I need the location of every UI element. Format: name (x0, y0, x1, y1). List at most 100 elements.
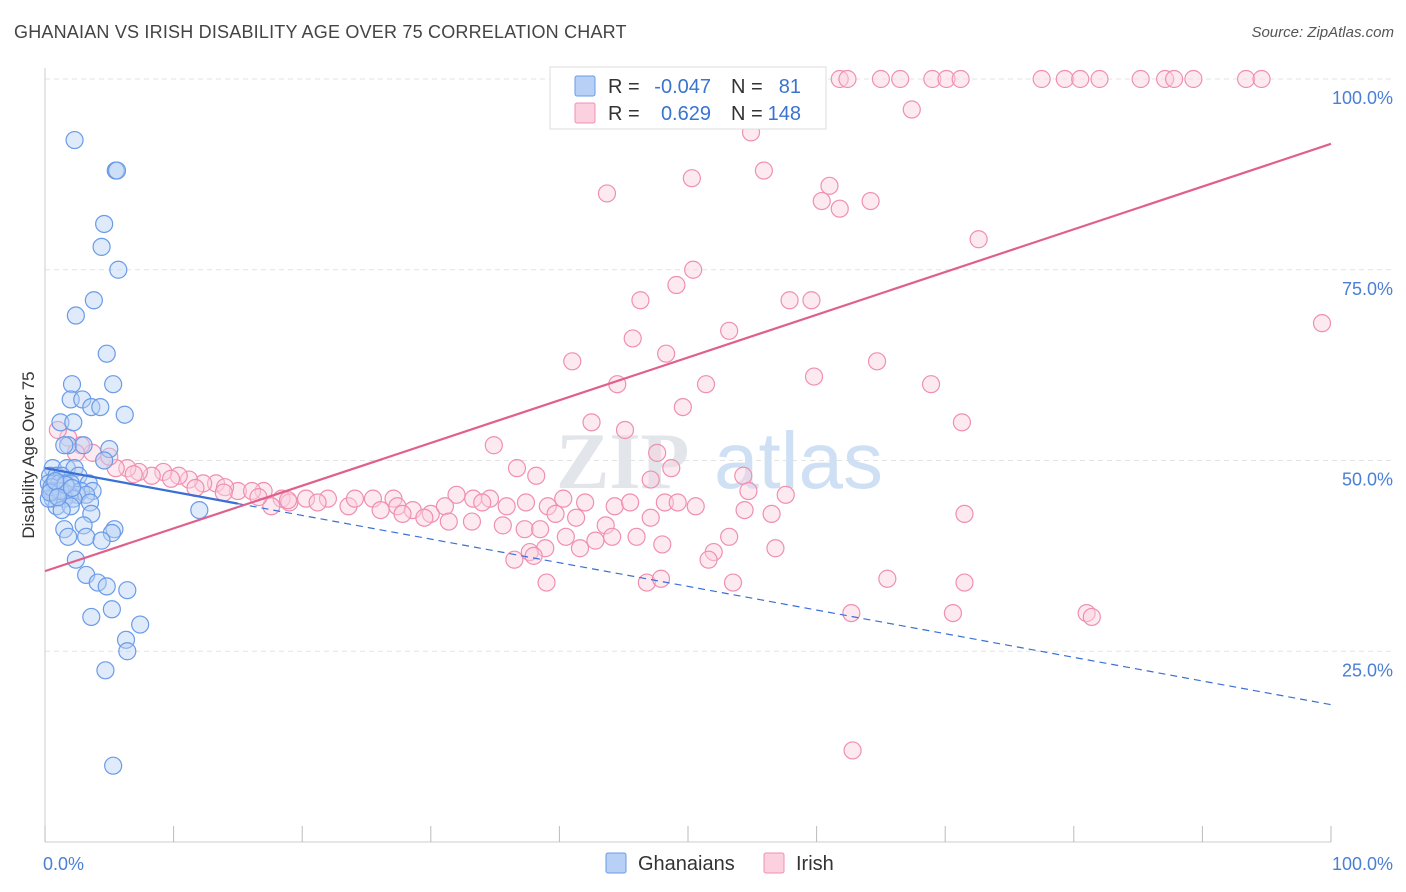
irish-point-144 (943, 603, 963, 623)
irish-point-14 (1184, 69, 1203, 89)
ghanaians-point-10 (62, 375, 82, 394)
ghanaians-point-67 (82, 607, 101, 627)
irish-point-48 (527, 466, 546, 485)
irish-point-13 (1165, 69, 1184, 89)
irish-point-95 (627, 527, 646, 546)
irish-point-35 (867, 352, 887, 371)
irish-point-90 (515, 520, 534, 539)
irish-point-8 (1055, 69, 1074, 89)
irish-point-4 (923, 69, 942, 89)
watermark-atlas: atlas (714, 416, 883, 505)
legend-n-value-ghanaians: 81 (779, 76, 801, 98)
irish-point-72 (473, 493, 492, 512)
ghanaians-point-5 (109, 260, 128, 279)
legend-swatch-irish (574, 102, 596, 124)
trend-lines (44, 142, 1332, 706)
ghanaians-point-78 (62, 478, 82, 498)
axes (44, 68, 1332, 843)
ghanaians-point-50 (61, 497, 80, 516)
irish-point-47 (507, 459, 527, 478)
irish-point-32 (720, 321, 739, 340)
series-legend: Ghanaians Irish (605, 852, 834, 875)
bottom-legend-swatch-ghanaians (605, 852, 627, 874)
legend-swatch-ghanaians (574, 75, 596, 97)
irish-point-25 (830, 199, 849, 218)
irish-point-146 (842, 603, 861, 623)
irish-point-15 (1237, 69, 1256, 89)
ghanaians-point-79 (46, 472, 65, 491)
irish-point-129 (278, 491, 298, 510)
ghanaians-point-68 (131, 615, 150, 634)
ghanaians-point-58 (77, 527, 96, 546)
irish-point-93 (586, 531, 605, 550)
chart-title: GHANAIAN VS IRISH DISABILITY AGE OVER 75… (14, 22, 627, 42)
irish-point-85 (393, 504, 412, 524)
y-tick-label-1: 50.0% (1342, 470, 1393, 490)
grid-lines (45, 78, 1392, 652)
irish-point-103 (308, 493, 327, 512)
irish-point-7 (1032, 69, 1051, 89)
legend-r-value-irish: 0.629 (661, 103, 711, 125)
ghanaians-point-18 (59, 436, 78, 455)
irish-point-87 (439, 512, 458, 531)
irish-point-40 (696, 375, 716, 394)
irish-point-23 (812, 191, 831, 211)
irish-point-21 (820, 176, 839, 195)
ghanaians-point-6 (84, 291, 103, 310)
ghanaians-point-64 (97, 577, 116, 596)
ghanaians-point-19 (55, 436, 74, 455)
legend-n-value-irish: 148 (768, 103, 801, 125)
bottom-legend-swatch-irish (763, 852, 785, 874)
irish-point-107 (206, 474, 226, 493)
irish-point-53 (776, 485, 795, 504)
irish-point-43 (582, 413, 601, 432)
irish-point-11 (1131, 69, 1150, 89)
irish-point-29 (631, 291, 650, 310)
irish-point-37 (804, 367, 824, 386)
irish-point-78 (668, 493, 687, 512)
irish-point-39 (921, 375, 941, 394)
irish-point-81 (318, 489, 338, 508)
irish-point-102 (296, 489, 316, 508)
ghanaians-point-70 (118, 642, 137, 661)
irish-point-17 (902, 100, 921, 119)
irish-point-64 (735, 500, 754, 520)
irish-point-51 (641, 470, 660, 489)
ghanaians-trend-dashed (237, 503, 1332, 706)
ghanaians-point-22 (95, 451, 114, 470)
irish-point-88 (462, 512, 482, 531)
irish-point-60 (576, 493, 595, 512)
irish-point-135 (524, 546, 543, 565)
legend-r-label-irish: R = (608, 103, 640, 125)
x-tick-label-0: 0.0% (43, 854, 84, 874)
irish-point-82 (339, 497, 358, 516)
irish-point-145 (1082, 607, 1101, 627)
irish-point-34 (657, 344, 676, 363)
irish-point-97 (720, 527, 739, 546)
ghanaians-point-53 (190, 500, 209, 520)
ghanaians-point-80 (48, 488, 67, 507)
irish-point-24 (861, 191, 880, 211)
irish-point-42 (952, 413, 972, 432)
y-tick-label-2: 75.0% (1342, 279, 1393, 299)
ghanaians-point-3 (95, 214, 114, 234)
irish-point-50 (734, 466, 753, 485)
bottom-legend-label-ghanaians: Ghanaians (638, 853, 735, 875)
legend-frame (549, 66, 827, 130)
irish-point-92 (556, 527, 575, 546)
irish-point-74 (546, 504, 565, 524)
ghanaians-series (39, 130, 209, 775)
ghanaians-point-0 (65, 130, 84, 150)
ghanaians-trend-solid (44, 467, 239, 505)
irish-point-125 (161, 469, 181, 488)
irish-point-58 (516, 493, 536, 512)
legend-r-label-ghanaians: R = (608, 76, 640, 98)
y-tick-label-3: 100.0% (1332, 88, 1393, 108)
irish-point-75 (567, 508, 586, 527)
irish-point-80 (955, 504, 974, 524)
irish-point-2 (871, 69, 891, 89)
irish-point-61 (605, 497, 624, 516)
irish-point-141 (878, 569, 897, 588)
x-tick-label-1: 100.0% (1332, 854, 1393, 874)
